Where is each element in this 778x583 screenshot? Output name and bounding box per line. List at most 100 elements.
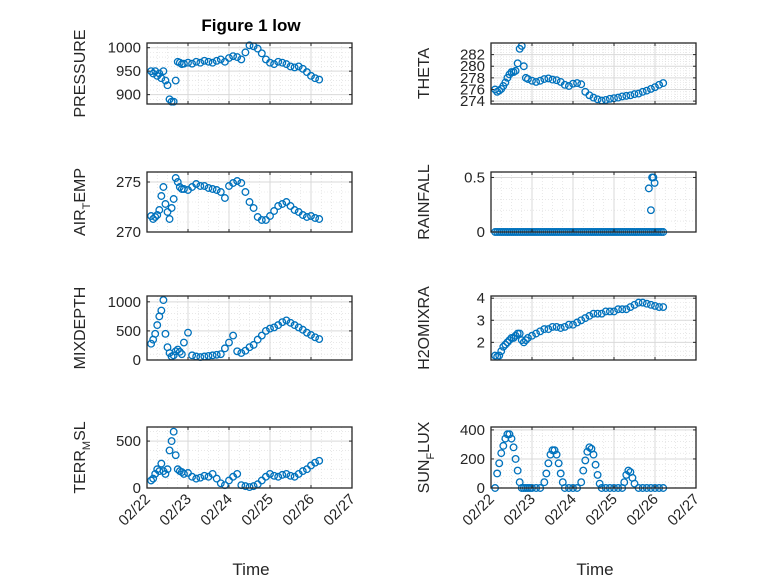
data-point xyxy=(204,351,213,360)
data-point xyxy=(188,351,197,360)
data-point xyxy=(196,182,205,190)
data-point xyxy=(249,482,258,491)
data-point xyxy=(536,76,545,85)
data-point xyxy=(642,299,651,308)
data-point xyxy=(569,320,577,329)
y-axis-label: MIXDEPTH xyxy=(72,287,89,370)
data-point xyxy=(597,309,606,318)
data-point xyxy=(290,206,299,214)
data-point xyxy=(165,215,174,223)
data-point xyxy=(237,179,246,187)
data-point xyxy=(253,335,262,344)
data-point xyxy=(212,474,221,483)
data-point xyxy=(536,327,545,336)
data-point xyxy=(601,95,610,104)
y-axis-label: H2OMIXRA xyxy=(416,286,433,370)
data-point xyxy=(589,309,598,318)
axes-box xyxy=(490,171,697,233)
data-point xyxy=(540,75,549,83)
data-point xyxy=(290,321,299,330)
data-point xyxy=(270,323,279,332)
data-point xyxy=(151,67,160,76)
data-point xyxy=(274,57,283,66)
data-point xyxy=(646,300,655,309)
data-point xyxy=(311,458,320,467)
data-point xyxy=(241,482,250,491)
axes-box xyxy=(146,42,353,105)
data-point xyxy=(298,467,307,476)
data-point xyxy=(523,333,532,342)
data-point xyxy=(655,303,664,311)
data-point xyxy=(216,188,225,196)
data-point xyxy=(659,79,668,88)
data-point xyxy=(237,349,246,357)
data-point xyxy=(624,466,633,475)
x-tick-label: 02/23 xyxy=(156,491,195,530)
y-axis-label-rest: EMP xyxy=(72,168,89,203)
y-axis-label-main: AIR xyxy=(72,209,89,236)
data-point xyxy=(513,59,522,68)
subplot-h2omixra: 2 3 4 H2OMIXRA xyxy=(416,286,697,370)
data-point xyxy=(245,41,254,50)
figure-title: Figure 1 low xyxy=(201,16,301,35)
data-point xyxy=(225,338,233,347)
data-point xyxy=(626,91,635,100)
data-point xyxy=(577,316,586,325)
data-point xyxy=(192,57,201,66)
data-point xyxy=(622,305,631,314)
data-point xyxy=(233,53,242,62)
data-point xyxy=(519,62,528,71)
data-point xyxy=(618,305,627,314)
data-point xyxy=(505,70,514,79)
data-point xyxy=(560,322,569,331)
data-point xyxy=(509,443,518,452)
data-point xyxy=(591,460,600,469)
y-tick-label: 4 xyxy=(477,290,485,307)
data-point xyxy=(294,62,303,71)
data-point xyxy=(511,455,520,463)
data-point xyxy=(278,470,287,479)
data-point xyxy=(163,465,172,474)
data-point xyxy=(171,174,180,182)
data-point xyxy=(229,52,238,61)
data-point xyxy=(630,300,639,309)
data-point xyxy=(161,200,170,208)
data-point xyxy=(161,469,170,478)
data-point xyxy=(233,469,242,478)
data-point xyxy=(659,303,668,311)
data-point xyxy=(149,474,158,483)
data-point xyxy=(257,49,266,58)
data-point xyxy=(593,309,602,318)
data-point xyxy=(630,479,639,488)
data-point xyxy=(519,338,528,347)
data-point xyxy=(513,466,522,475)
data-point xyxy=(493,469,502,478)
y-tick-label: 3 xyxy=(477,312,485,329)
y-tick-label: 0 xyxy=(133,352,141,369)
x-axis-label-right: Time xyxy=(576,560,613,579)
y-tick-label: 270 xyxy=(116,224,141,241)
y-tick-label: 900 xyxy=(116,87,141,104)
axes-box xyxy=(146,171,353,233)
data-point xyxy=(225,54,233,62)
data-point xyxy=(298,211,307,219)
x-tick-label: 02/25 xyxy=(238,491,277,530)
data-point xyxy=(233,347,242,356)
data-point xyxy=(233,177,242,185)
data-point xyxy=(286,471,295,480)
data-point xyxy=(286,202,295,210)
data-point xyxy=(282,469,291,478)
data-point xyxy=(208,351,217,360)
data-point xyxy=(177,350,186,359)
data-point xyxy=(585,91,594,100)
data-point xyxy=(200,56,209,65)
data-point xyxy=(507,434,516,443)
data-point xyxy=(200,182,209,190)
data-point xyxy=(171,76,180,85)
data-point xyxy=(173,178,182,186)
data-point xyxy=(220,344,229,353)
data-point xyxy=(253,44,262,53)
data-point xyxy=(208,469,217,478)
